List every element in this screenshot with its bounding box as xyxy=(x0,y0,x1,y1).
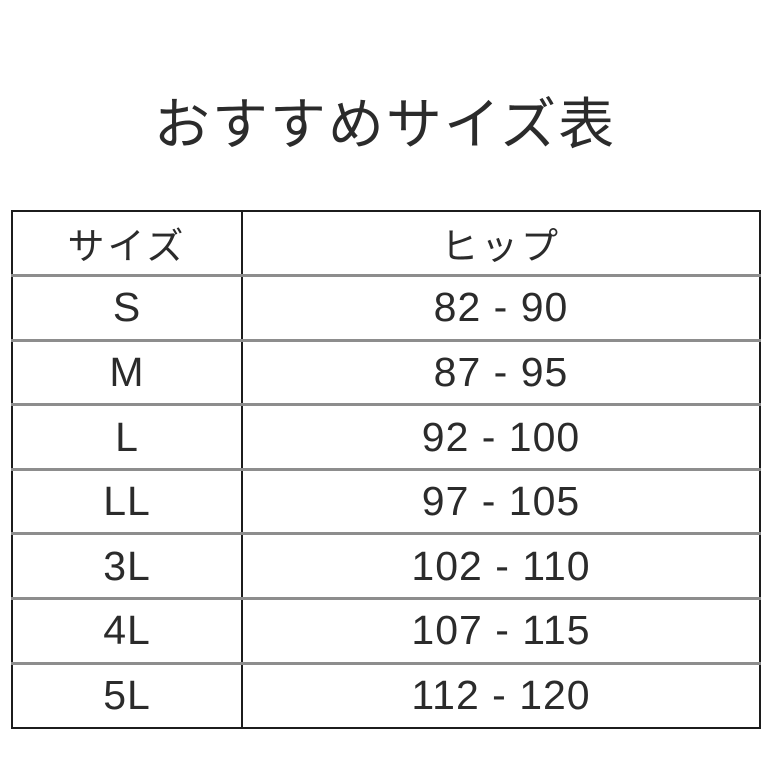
page-title: おすすめサイズ表 xyxy=(153,93,617,156)
header-row: サイズ ヒップ xyxy=(12,211,760,278)
table-row: 5L 112 - 120 xyxy=(12,661,760,728)
hip-cell: 107 - 115 xyxy=(241,597,760,664)
size-cell: 4L xyxy=(12,597,242,664)
hip-cell: 92 - 100 xyxy=(241,403,760,470)
table-row: L 92 - 100 xyxy=(12,403,760,470)
table-row: M 87 - 95 xyxy=(12,338,760,405)
size-cell: 5L xyxy=(12,661,242,728)
size-cell: L xyxy=(12,403,242,470)
hip-cell: 112 - 120 xyxy=(241,661,760,728)
size-table: サイズ ヒップ S 82 - 90 M 87 - 95 L 92 - 100 L… xyxy=(11,210,761,729)
size-cell: 3L xyxy=(12,532,242,599)
size-cell: M xyxy=(12,338,242,405)
table-row: S 82 - 90 xyxy=(12,275,760,341)
hip-cell: 82 - 90 xyxy=(241,275,760,341)
hip-cell: 87 - 95 xyxy=(241,338,760,405)
hip-cell: 97 - 105 xyxy=(241,467,760,534)
table-row: LL 97 - 105 xyxy=(12,467,760,534)
table-row: 3L 102 - 110 xyxy=(12,532,760,599)
col-header-hip: ヒップ xyxy=(241,211,760,278)
col-header-size: サイズ xyxy=(12,211,242,278)
table-row: 4L 107 - 115 xyxy=(12,597,760,664)
size-cell: S xyxy=(112,284,142,331)
size-cell: LL xyxy=(12,467,242,534)
hip-cell: 102 - 110 xyxy=(241,532,760,599)
